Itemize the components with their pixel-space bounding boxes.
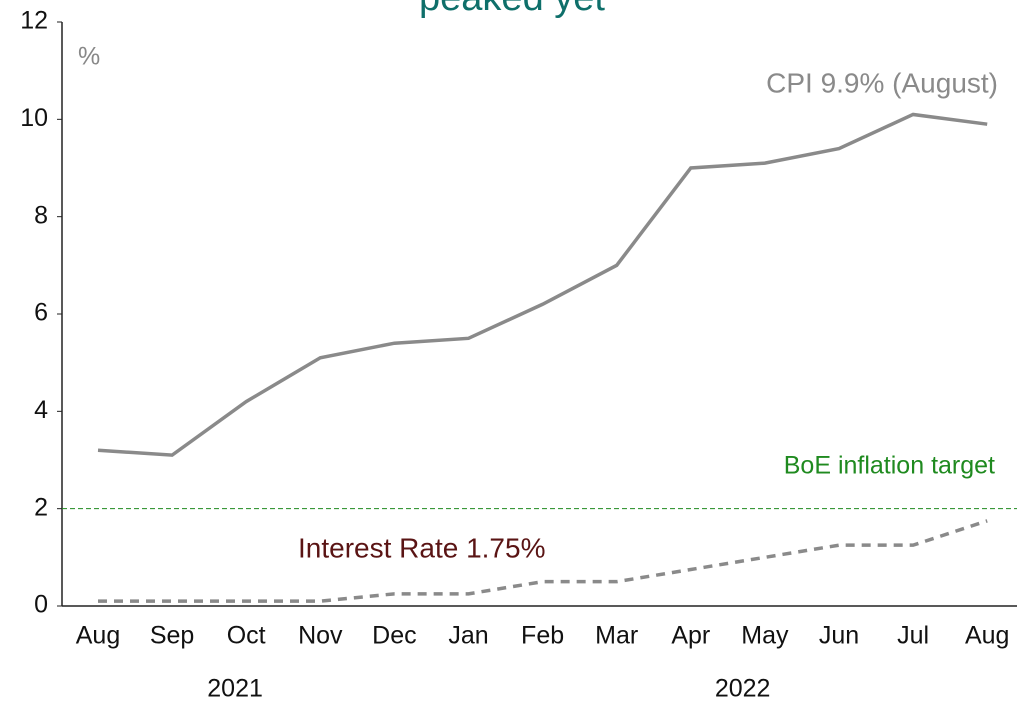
x-tick-label: Feb [521,622,564,650]
year-label: 2021 [207,675,263,703]
annotation: CPI 9.9% (August) [766,67,998,98]
x-tick-label: Jan [448,622,488,650]
chart-title: peaked yet [419,0,605,19]
y-tick-label: 2 [34,493,48,521]
x-tick-label: Sep [150,622,194,650]
x-tick-label: Aug [76,622,120,650]
x-tick-label: Dec [372,622,416,650]
data-line [98,519,988,603]
reference-label: BoE inflation target [784,452,995,480]
y-tick-label: 8 [34,201,48,229]
unit-label: % [78,43,100,71]
y-tick-label: 6 [34,299,48,327]
x-tick-label: Mar [595,622,638,650]
x-tick-label: Apr [671,622,710,650]
y-tick-label: 10 [20,104,48,132]
x-tick-label: Jun [819,622,859,650]
x-tick-label: Nov [298,622,343,650]
data-line [97,112,988,457]
year-label: 2022 [715,675,771,703]
x-tick-label: Aug [965,622,1009,650]
y-tick-label: 0 [34,591,48,619]
x-tick-label: May [741,622,789,650]
x-tick-label: Jul [897,622,929,650]
y-tick-label: 12 [20,7,48,35]
x-tick-label: Oct [227,622,266,650]
y-tick-label: 4 [34,396,48,424]
annotation: Interest Rate 1.75% [298,532,545,563]
